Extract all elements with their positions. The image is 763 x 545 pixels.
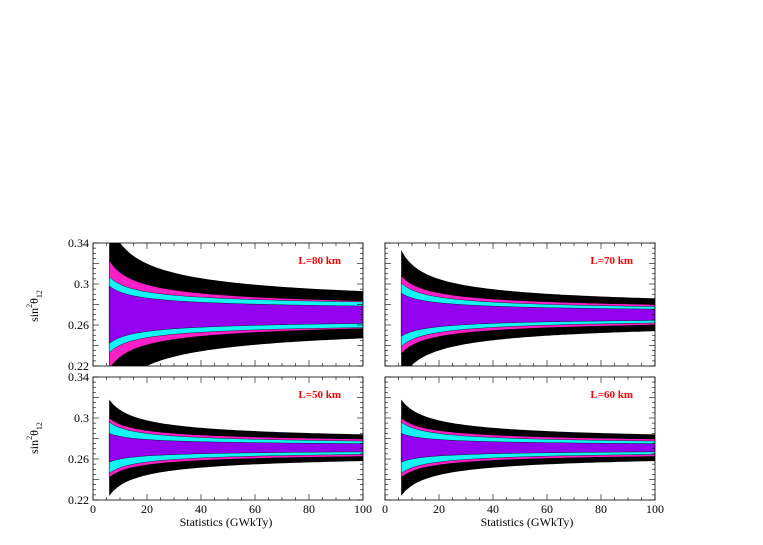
ylabel-sup: 2 bbox=[25, 304, 34, 308]
panel-4: 0 20 40 60 80 100 L=60 km bbox=[382, 376, 664, 516]
x-axis-title-right: Statistics (GWkTy) bbox=[481, 515, 574, 529]
x-tick-label: 20 bbox=[141, 502, 153, 516]
x-tick-label: 60 bbox=[541, 502, 553, 516]
x-tick-label: 0 bbox=[382, 502, 388, 516]
y-tick-label: 0.26 bbox=[68, 318, 89, 332]
ylabel-theta: θ bbox=[27, 430, 41, 436]
ticks bbox=[92, 242, 364, 367]
y-axis-title-top: sin2θ12 bbox=[25, 290, 44, 322]
ylabel-main: sin bbox=[27, 440, 41, 454]
ylabel-theta: θ bbox=[27, 298, 41, 304]
x-tick-label: 100 bbox=[354, 502, 372, 516]
panel-label: L=80 km bbox=[298, 255, 341, 267]
ylabel-sub: 12 bbox=[35, 290, 44, 298]
x-tick-label: 20 bbox=[433, 502, 445, 516]
x-axis-title-left: Statistics (GWkTy) bbox=[180, 515, 273, 529]
svg-text:sin2θ12: sin2θ12 bbox=[25, 422, 44, 454]
y-tick-label: 0.34 bbox=[68, 236, 89, 250]
ticks bbox=[384, 376, 656, 501]
ticks bbox=[92, 376, 364, 501]
band-purple bbox=[401, 292, 655, 337]
y-tick-label: 0.34 bbox=[68, 370, 89, 384]
band-purple bbox=[108, 433, 363, 463]
band-purple bbox=[401, 433, 655, 463]
band-purple bbox=[108, 285, 363, 344]
bands bbox=[108, 399, 363, 496]
y-tick-label: 0.3 bbox=[74, 277, 89, 291]
ylabel-sub: 12 bbox=[35, 422, 44, 430]
bands bbox=[401, 399, 655, 496]
panel-1: 0.22 0.26 0.3 0.34 L=80 km bbox=[68, 236, 364, 373]
y-tick-label: 0.22 bbox=[68, 493, 89, 507]
panel-label: L=60 km bbox=[590, 389, 633, 401]
x-tick-label: 40 bbox=[487, 502, 499, 516]
y-axis-title-bottom: sin2θ12 bbox=[25, 422, 44, 454]
panel-label: L=50 km bbox=[298, 389, 341, 401]
ylabel-sup: 2 bbox=[25, 436, 34, 440]
panel-label: L=70 km bbox=[590, 255, 633, 267]
x-tick-label: 100 bbox=[646, 502, 664, 516]
svg-text:sin2θ12: sin2θ12 bbox=[25, 290, 44, 322]
panel-2: L=70 km bbox=[384, 242, 656, 367]
x-tick-label: 60 bbox=[249, 502, 261, 516]
ylabel-main: sin bbox=[27, 308, 41, 322]
panel-3: 0.22 0.26 0.3 0.34 0 20 40 60 80 100 L=50 km bbox=[68, 370, 372, 516]
x-tick-label: 80 bbox=[303, 502, 315, 516]
x-tick-label: 0 bbox=[90, 502, 96, 516]
x-tick-label: 40 bbox=[195, 502, 207, 516]
bands bbox=[401, 250, 655, 366]
bands bbox=[108, 243, 363, 366]
y-tick-label: 0.3 bbox=[74, 411, 89, 425]
y-tick-label: 0.26 bbox=[68, 452, 89, 466]
x-tick-label: 80 bbox=[595, 502, 607, 516]
y-tick-label: 0.22 bbox=[68, 359, 89, 373]
ticks bbox=[384, 242, 656, 367]
